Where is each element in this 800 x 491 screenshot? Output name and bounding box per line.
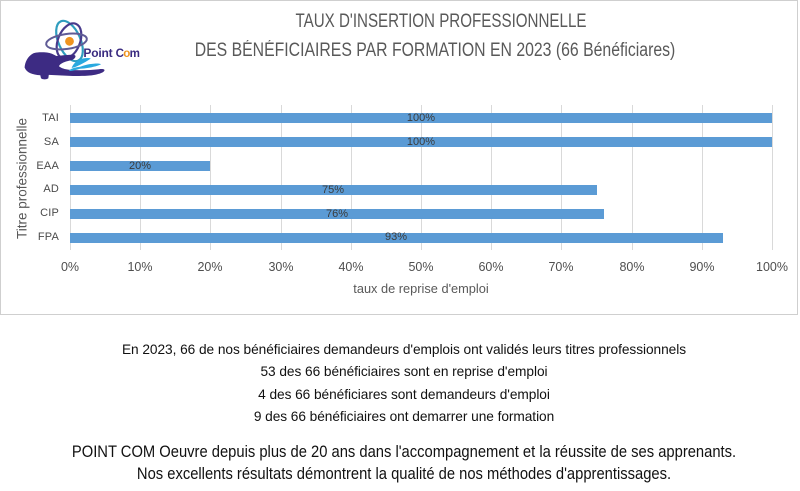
svg-text:Point: Point — [83, 46, 112, 60]
svg-text:Com: Com — [116, 47, 140, 60]
